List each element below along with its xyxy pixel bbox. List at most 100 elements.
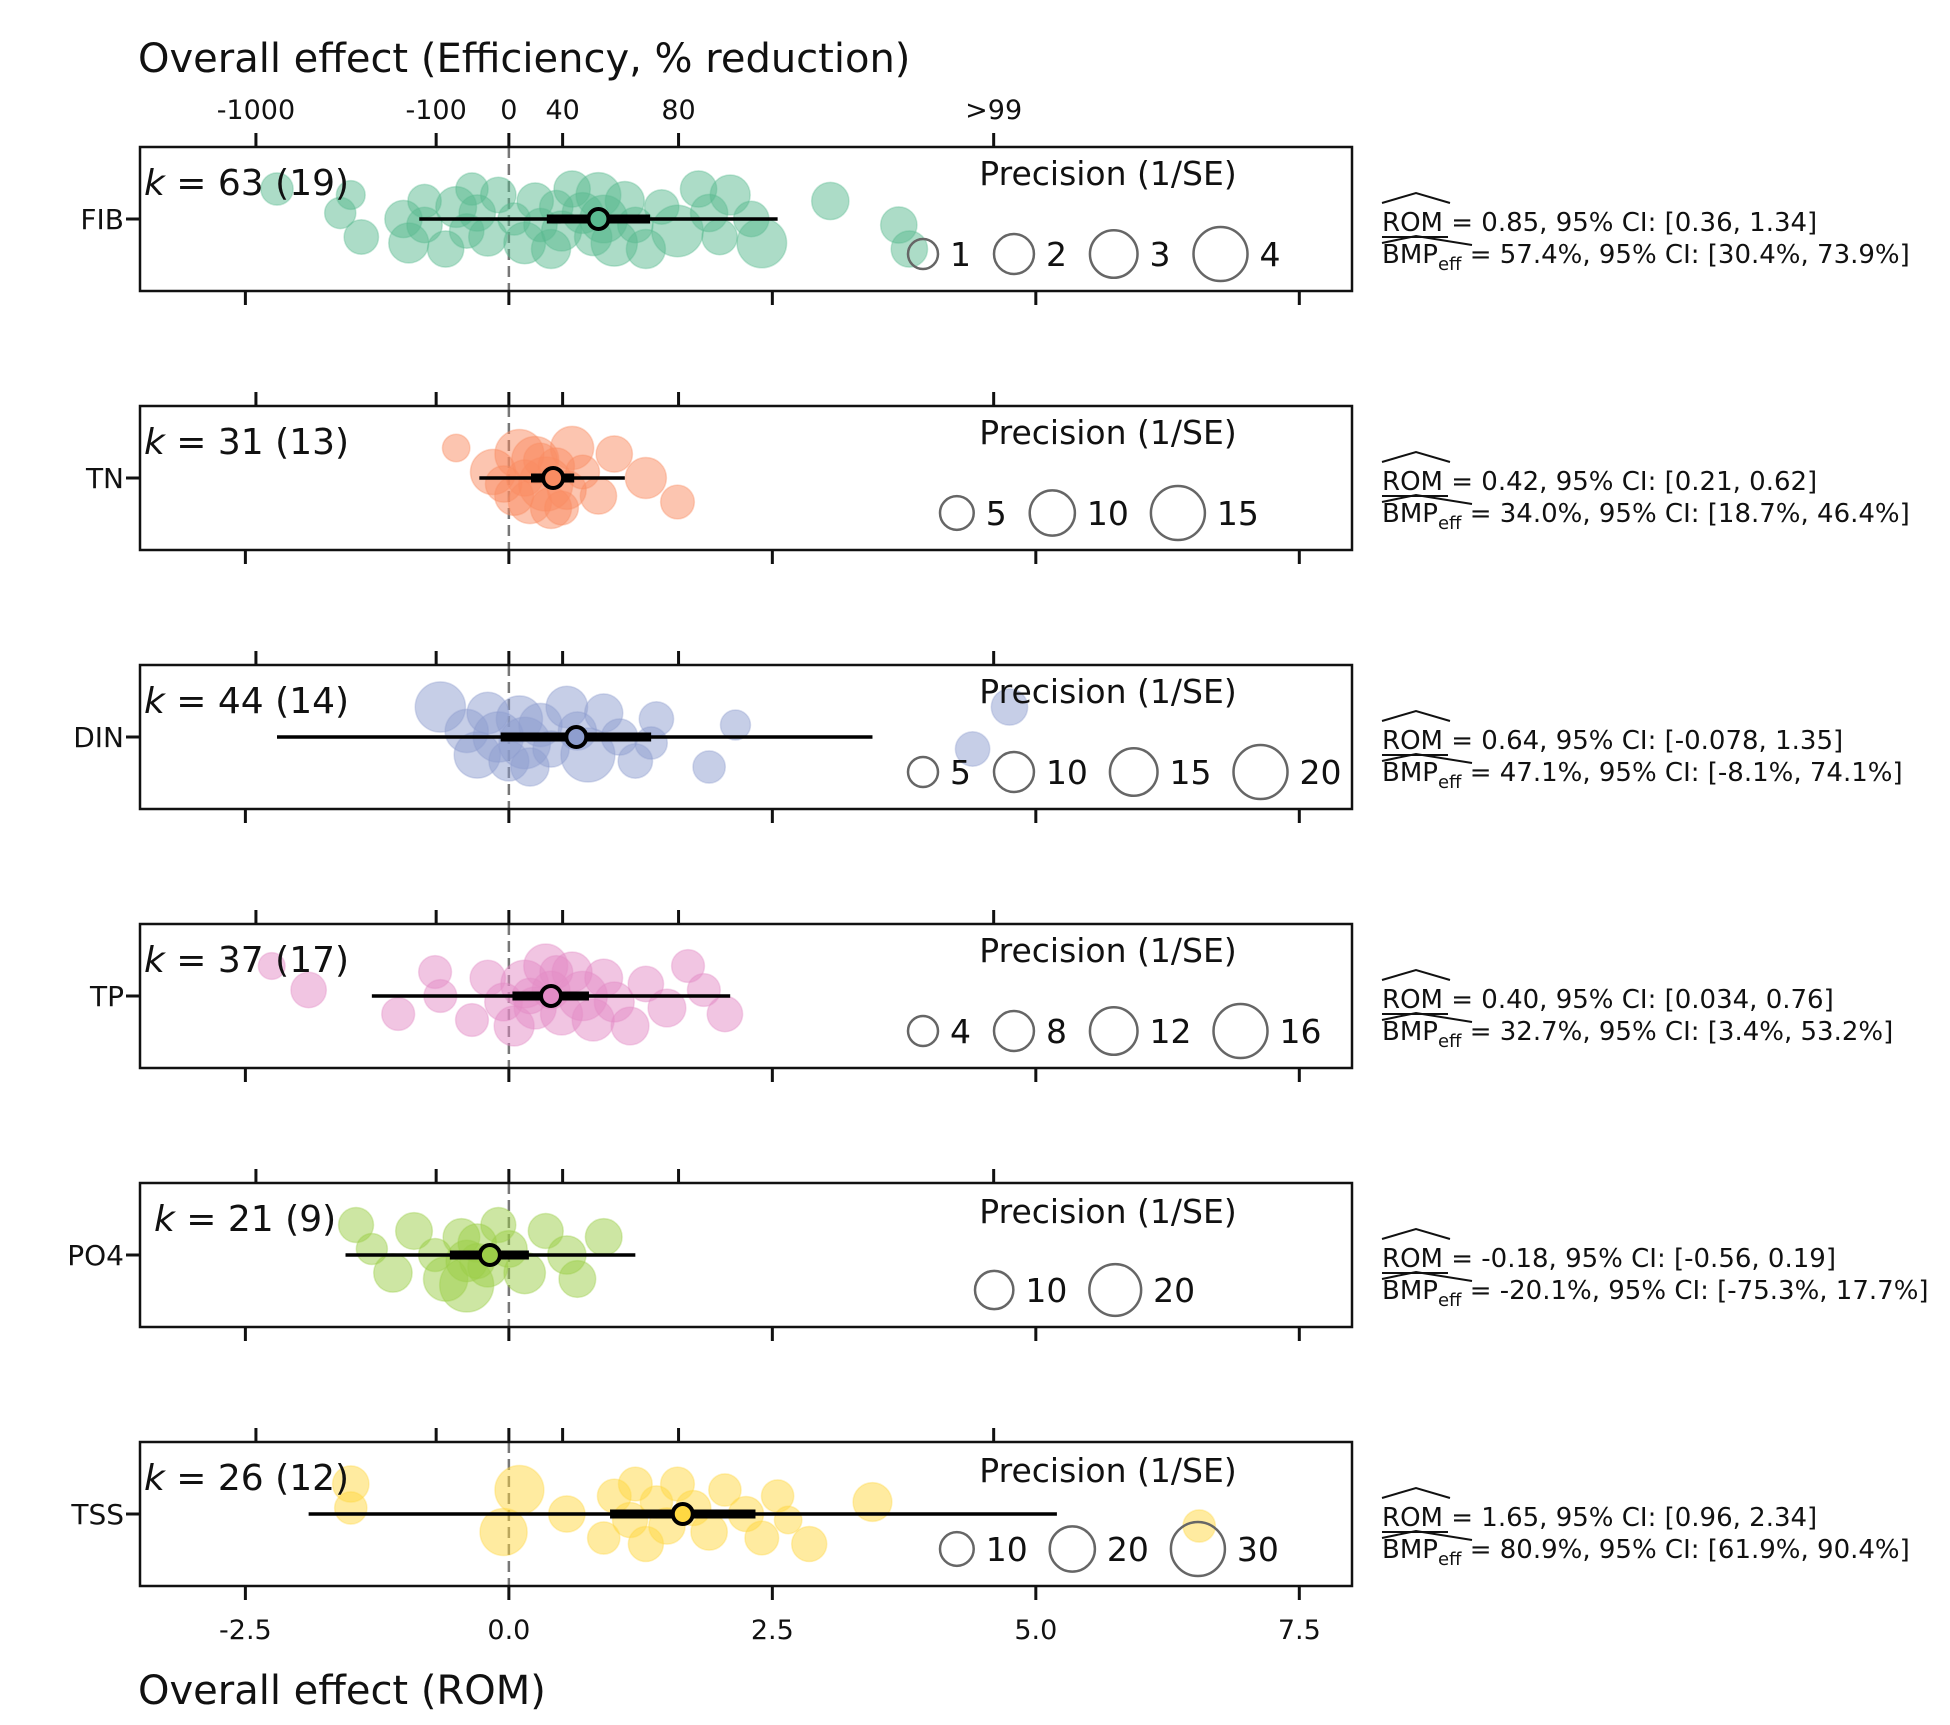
row-label: TSS (70, 1498, 124, 1531)
study-bubble (719, 709, 752, 741)
pooled-estimate-point (586, 207, 611, 231)
study-bubble (539, 954, 574, 990)
study-bubble (484, 465, 523, 503)
precision-legend-circle (1048, 1525, 1097, 1573)
precision-legend-circle (1149, 484, 1207, 542)
pooled-estimate-point (539, 984, 564, 1008)
k-count-label: k = 63 (19) (144, 163, 349, 204)
study-bubble (454, 1002, 490, 1038)
study-bubble (494, 1464, 545, 1516)
study-bubble (773, 1505, 803, 1535)
bottom-tick-label: 0.0 (487, 1615, 530, 1646)
study-bubble (479, 176, 517, 214)
precision-legend-label: 10 (1046, 753, 1088, 792)
study-bubble (373, 1253, 413, 1293)
study-bubble (624, 456, 668, 500)
panel-fib: FIB k = 63 (19) Precision (1/SE) 1 2 3 4 ROM = … (80, 133, 1910, 305)
precision-legend-circle (1088, 1005, 1139, 1057)
study-bubble (579, 477, 618, 515)
study-bubble (257, 951, 286, 981)
study-bubble (335, 179, 366, 211)
k-count-label: k = 21 (9) (154, 1199, 336, 1240)
k-count-label: k = 44 (14) (144, 681, 349, 722)
row-label: TP (89, 980, 124, 1013)
top-tick-label: 80 (661, 95, 695, 126)
study-bubble (343, 219, 380, 255)
precision-legend-title: Precision (1/SE) (979, 154, 1236, 193)
rom-hat-mark (1381, 1486, 1451, 1499)
precision-legend-circle (938, 494, 975, 532)
bmp-hat-mark (1381, 752, 1473, 764)
study-bubble (692, 750, 727, 784)
precision-legend-label: 20 (1107, 1530, 1149, 1569)
bmp-hat-mark (1381, 234, 1473, 246)
bottom-tick-label: 2.5 (751, 1615, 794, 1646)
rom-hat-mark (1381, 450, 1451, 463)
precision-legend-circle (938, 1530, 975, 1568)
bmp-hat-mark (1381, 1011, 1473, 1023)
precision-legend-circle (1169, 1520, 1227, 1578)
panel-tp: TP k = 37 (17) Precision (1/SE) 4 8 12 16 ROM =… (89, 910, 1893, 1082)
panel-po4: PO4 k = 21 (9) Precision (1/SE) 10 20 ROM = -… (67, 1169, 1929, 1341)
study-bubble (790, 1525, 828, 1563)
study-bubble (634, 726, 669, 760)
study-bubble (709, 174, 751, 216)
study-bubble (260, 172, 294, 206)
study-bubble (701, 218, 739, 256)
precision-legend-label: 10 (986, 1530, 1028, 1569)
top-tick-label: 0 (500, 95, 517, 126)
study-bubble (852, 1481, 893, 1523)
panel-tn: TN k = 31 (13) Precision (1/SE) 5 10 15 ROM = … (85, 392, 1910, 564)
bottom-tick-label: 5.0 (1014, 1615, 1057, 1646)
row-label: TN (85, 462, 124, 495)
x-axis-label: Overall effect (ROM) (138, 1668, 546, 1714)
k-count-label: k = 31 (13) (144, 422, 349, 463)
precision-legend-circle (1028, 489, 1077, 537)
bmp-efficiency-text: BMPeff = 32.7%, 95% CI: [3.4%, 53.2%] (1382, 1017, 1893, 1052)
rom-estimate-text: ROM = 0.64, 95% CI: [-0.078, 1.35] (1382, 726, 1843, 756)
bmp-hat-mark (1381, 1270, 1473, 1282)
study-bubble (990, 688, 1029, 726)
study-bubble (736, 217, 788, 269)
study-bubble (706, 995, 744, 1033)
top-tick-label: -1000 (217, 95, 295, 126)
study-bubble (290, 971, 328, 1009)
study-bubble (558, 1259, 597, 1299)
precision-legend-label: 10 (1087, 494, 1129, 533)
study-bubble (954, 731, 991, 767)
study-bubble (355, 1232, 389, 1266)
precision-legend-label: 30 (1237, 1530, 1279, 1569)
bmp-efficiency-text: BMPeff = 47.1%, 95% CI: [-8.1%, 74.1%] (1382, 758, 1903, 793)
precision-legend-label: 3 (1150, 235, 1171, 274)
precision-legend-circle (992, 750, 1036, 794)
study-bubble (595, 435, 634, 473)
precision-legend-label: 5 (986, 494, 1007, 533)
bottom-tick-label: -2.5 (219, 1615, 272, 1646)
study-bubble (617, 1466, 653, 1502)
study-bubble (394, 1211, 434, 1251)
study-bubble (647, 988, 687, 1028)
precision-legend-title: Precision (1/SE) (979, 1451, 1236, 1490)
precision-legend-circle (906, 1014, 940, 1048)
study-bubble (543, 490, 580, 526)
precision-legend-circle (1232, 743, 1289, 801)
bottom-tick-label: 7.5 (1278, 1615, 1321, 1646)
rom-estimate-text: ROM = 1.65, 95% CI: [0.96, 2.34] (1382, 1503, 1817, 1533)
precision-legend-circle (1088, 1262, 1143, 1318)
study-bubble (659, 484, 696, 520)
precision-legend-label: 2 (1046, 235, 1067, 274)
rom-estimate-text: ROM = 0.40, 95% CI: [0.034, 0.76] (1382, 985, 1834, 1015)
study-bubble (337, 1206, 375, 1244)
precision-legend-label: 8 (1046, 1012, 1067, 1051)
bmp-efficiency-text: BMPeff = 80.9%, 95% CI: [61.9%, 90.4%] (1382, 1535, 1910, 1570)
precision-legend-circle (906, 755, 940, 789)
precision-legend-title: Precision (1/SE) (979, 672, 1236, 711)
top-tick-label: 40 (545, 95, 579, 126)
bmp-hat-mark (1381, 493, 1473, 505)
top-tick-label: >99 (965, 95, 1022, 126)
row-label: DIN (73, 721, 124, 754)
precision-legend-label: 20 (1300, 753, 1342, 792)
bmp-hat-mark (1381, 1529, 1473, 1541)
study-bubble (584, 1217, 623, 1257)
precision-legend-label: 12 (1150, 1012, 1192, 1051)
